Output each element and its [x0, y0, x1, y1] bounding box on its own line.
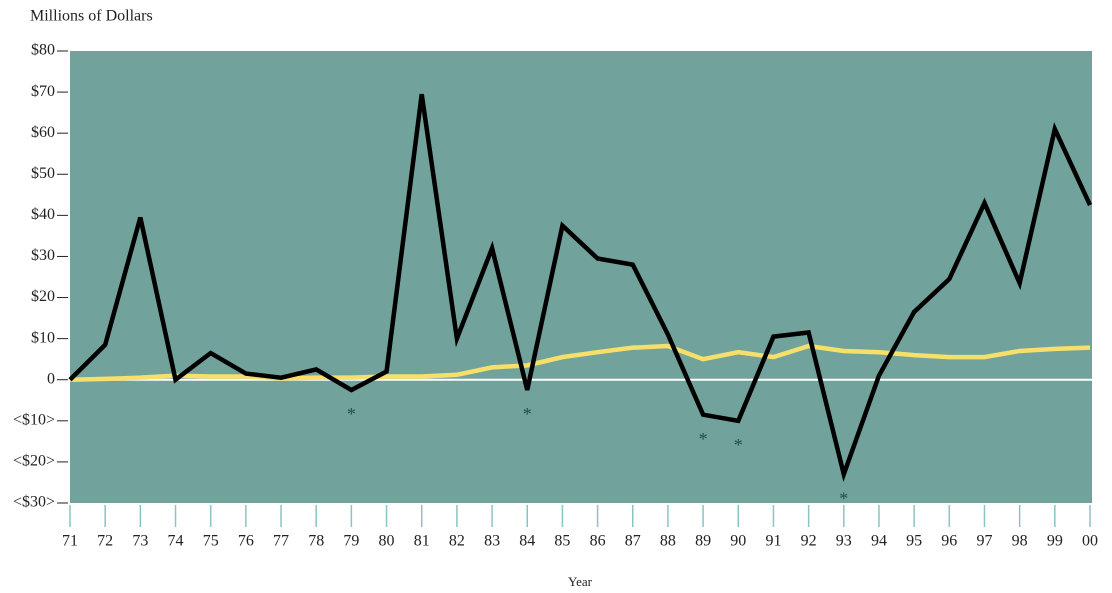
x-tick-label: 87: [625, 533, 641, 550]
y-axis-label: Millions of Dollars: [30, 8, 153, 25]
x-tick-label: 81: [414, 533, 430, 550]
x-tick-label: 95: [906, 533, 922, 550]
y-tick-label: $50: [31, 165, 55, 182]
x-tick-label: 96: [941, 533, 957, 550]
annotation: *: [347, 404, 356, 424]
annotation: *: [839, 488, 848, 508]
data-line: [69, 343, 1091, 382]
x-tick-label: 97: [976, 533, 992, 550]
y-tick-label: <$30>: [13, 494, 55, 511]
x-tick-label: 80: [379, 533, 395, 550]
x-tick-label: 75: [203, 533, 219, 550]
x-tick-label: 85: [554, 533, 570, 550]
annotation: *: [734, 435, 743, 455]
x-tick-label: 84: [519, 533, 535, 550]
annotation: *: [523, 404, 532, 424]
x-tick-label: 88: [660, 533, 676, 550]
x-tick-label: 93: [836, 533, 852, 550]
data-line: [68, 93, 1093, 483]
x-tick-label: 86: [590, 533, 606, 550]
x-tick-label: 71: [62, 533, 78, 550]
x-tick-label: 83: [484, 533, 500, 550]
y-tick-label: $20: [31, 288, 55, 305]
x-tick-label: 82: [449, 533, 465, 550]
x-tick-label: 78: [308, 533, 324, 550]
y-tick-label: $80: [31, 42, 55, 59]
y-tick-label: $10: [31, 329, 55, 346]
x-tick-label: 90: [730, 533, 746, 550]
x-tick-label: 99: [1047, 533, 1063, 550]
x-tick-label: 00: [1082, 533, 1098, 550]
x-tick-label: 77: [273, 533, 289, 550]
x-tick-label: 76: [238, 533, 254, 550]
annotation: *: [699, 429, 708, 449]
y-tick-label: 0: [47, 370, 55, 387]
x-axis-label: Year: [568, 574, 593, 589]
y-tick-label: $40: [31, 206, 55, 223]
x-tick-label: 73: [132, 533, 148, 550]
x-tick-label: 98: [1012, 533, 1028, 550]
x-tick-label: 72: [97, 533, 113, 550]
x-tick-label: 94: [871, 533, 887, 550]
y-tick-label: $30: [31, 247, 55, 264]
x-tick-label: 92: [801, 533, 817, 550]
y-tick-label: <$20>: [13, 453, 55, 470]
x-tick-label: 89: [695, 533, 711, 550]
y-tick-label: $60: [31, 124, 55, 141]
x-tick-label: 79: [343, 533, 359, 550]
x-tick-label: 74: [168, 533, 184, 550]
y-tick-label: <$10>: [13, 411, 55, 428]
x-tick-label: 91: [765, 533, 781, 550]
plot-area: [70, 51, 1092, 503]
y-tick-label: $70: [31, 83, 55, 100]
